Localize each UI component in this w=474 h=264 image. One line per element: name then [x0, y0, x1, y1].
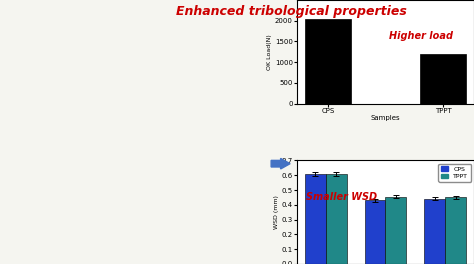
X-axis label: Samples: Samples	[371, 115, 400, 121]
Bar	[365, 200, 385, 264]
Bar	[326, 174, 346, 264]
Bar	[420, 54, 466, 103]
Text: Higher load: Higher load	[389, 31, 453, 41]
Bar	[305, 174, 326, 264]
Y-axis label: WSD (mm): WSD (mm)	[273, 195, 279, 229]
Bar	[445, 197, 466, 264]
Legend: CPS, TPPT: CPS, TPPT	[438, 164, 471, 182]
Bar	[305, 19, 351, 103]
Text: Smaller WSD: Smaller WSD	[306, 192, 377, 202]
Y-axis label: OK Load(N): OK Load(N)	[267, 34, 272, 70]
Bar	[424, 199, 445, 264]
Text: Enhanced tribological properties: Enhanced tribological properties	[176, 5, 407, 18]
Bar	[385, 197, 406, 264]
